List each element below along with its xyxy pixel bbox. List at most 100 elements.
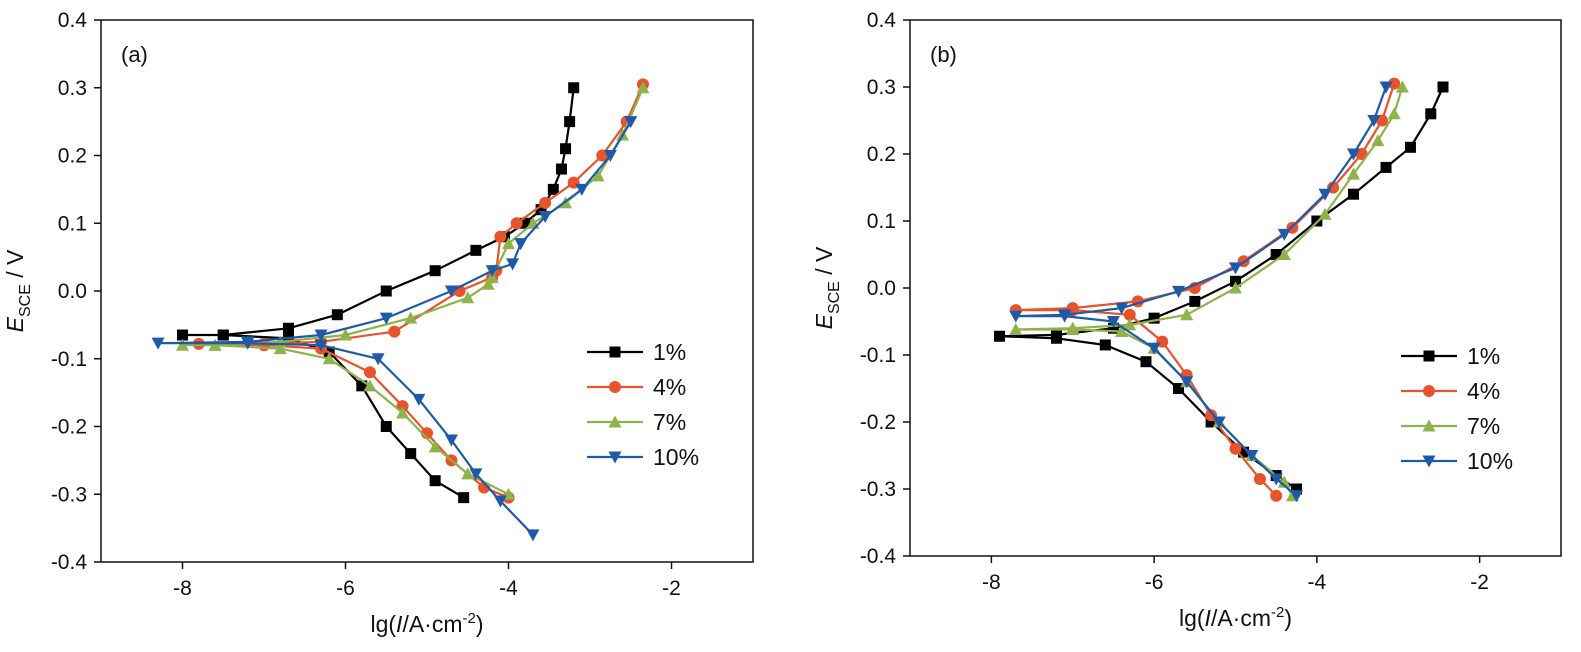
series-2 <box>1009 80 1409 502</box>
data-point <box>1205 416 1217 428</box>
data-point <box>428 440 442 453</box>
data-point <box>1229 262 1242 275</box>
data-point <box>1115 325 1129 338</box>
data-point <box>1058 310 1072 323</box>
x-tick-label: -6 <box>336 577 355 600</box>
series-line <box>156 121 632 536</box>
data-point <box>339 328 352 341</box>
y-tick-label: -0.3 <box>860 478 896 501</box>
legend-label: 7% <box>653 409 686 435</box>
y-tick-label: 0.1 <box>867 210 896 233</box>
data-point <box>1318 188 1332 201</box>
data-point <box>1425 108 1437 120</box>
data-point <box>1147 342 1161 355</box>
series-1 <box>1009 77 1401 502</box>
data-point <box>555 163 567 175</box>
data-point <box>1123 308 1136 321</box>
data-point <box>1290 490 1304 503</box>
series-line <box>1014 86 1388 497</box>
data-point <box>429 265 441 277</box>
data-point <box>494 230 507 243</box>
data-point <box>314 329 328 342</box>
data-point <box>1404 141 1416 153</box>
data-point <box>371 353 385 366</box>
y-tick-label: 0.0 <box>58 280 87 303</box>
data-point <box>481 277 495 290</box>
series-1 <box>192 78 649 504</box>
x-tick-label: -2 <box>662 577 681 600</box>
data-point <box>380 285 392 297</box>
data-point <box>1212 416 1226 429</box>
data-point <box>1346 148 1360 161</box>
data-point <box>241 337 255 350</box>
data-point <box>151 337 165 350</box>
data-point <box>539 196 552 209</box>
data-point <box>1270 489 1283 502</box>
data-point <box>458 492 470 504</box>
data-point <box>560 143 572 155</box>
data-point <box>444 434 458 447</box>
data-point <box>1229 281 1242 294</box>
data-point <box>591 169 605 182</box>
x-axis-title-exponent: -2 <box>1271 604 1284 621</box>
data-point <box>519 217 531 229</box>
data-point <box>538 210 552 223</box>
data-point <box>1148 312 1160 324</box>
data-point <box>208 338 222 351</box>
legend-swatch-marker <box>609 381 621 393</box>
data-point <box>331 309 343 321</box>
data-point <box>1371 134 1385 147</box>
data-point <box>1123 318 1137 331</box>
panel-label: (a) <box>121 42 148 67</box>
data-point <box>1277 248 1291 260</box>
data-point <box>1388 77 1401 90</box>
data-point <box>314 339 328 352</box>
y-axis-title-var: E <box>2 316 28 332</box>
x-tick-label: -6 <box>1145 571 1164 594</box>
legend-swatch-marker <box>608 451 622 464</box>
x-axis-title-unit: /A·cm <box>402 611 462 637</box>
x-tick-label: -8 <box>982 571 1001 594</box>
plot-frame <box>100 19 754 563</box>
data-point <box>535 204 547 216</box>
y-axis-title-unit: / V <box>2 249 28 284</box>
data-point <box>429 475 441 487</box>
x-tick-label: -2 <box>1470 571 1489 594</box>
data-point <box>444 285 458 298</box>
x-tick-label: -4 <box>499 577 518 600</box>
y-tick-label: -0.1 <box>51 348 87 371</box>
data-point <box>461 467 475 480</box>
data-point <box>485 265 499 278</box>
data-point <box>273 342 287 355</box>
y-axis-title-unit: / V <box>811 246 837 281</box>
y-tick-label: -0.3 <box>51 483 87 506</box>
data-point <box>514 238 528 251</box>
data-point <box>1009 310 1023 323</box>
legend-label: 4% <box>653 374 686 400</box>
y-tick-label: -0.1 <box>860 344 896 367</box>
data-point <box>396 406 410 419</box>
data-point <box>1107 322 1119 334</box>
data-point <box>412 393 426 406</box>
y-axis-title: ESCE / V <box>811 246 843 329</box>
data-point <box>1437 81 1449 93</box>
data-point <box>596 149 609 162</box>
series-line <box>181 87 645 496</box>
data-point <box>1346 167 1360 180</box>
data-point <box>1318 207 1332 220</box>
x-axis-title: lg(I/A·cm-2) <box>370 610 483 637</box>
y-axis-title: ESCE / V <box>2 249 34 332</box>
series-line <box>197 83 645 499</box>
data-point <box>502 237 515 250</box>
data-point <box>510 217 523 230</box>
data-point <box>1238 446 1250 458</box>
data-point <box>363 366 376 379</box>
data-point <box>603 150 617 162</box>
data-point <box>217 329 229 341</box>
data-point <box>176 338 189 351</box>
x-axis-title-close: ) <box>1284 605 1292 631</box>
data-point <box>380 421 392 432</box>
data-point <box>1189 295 1201 307</box>
x-axis-title-var: I <box>396 611 403 637</box>
data-point <box>1009 323 1023 336</box>
